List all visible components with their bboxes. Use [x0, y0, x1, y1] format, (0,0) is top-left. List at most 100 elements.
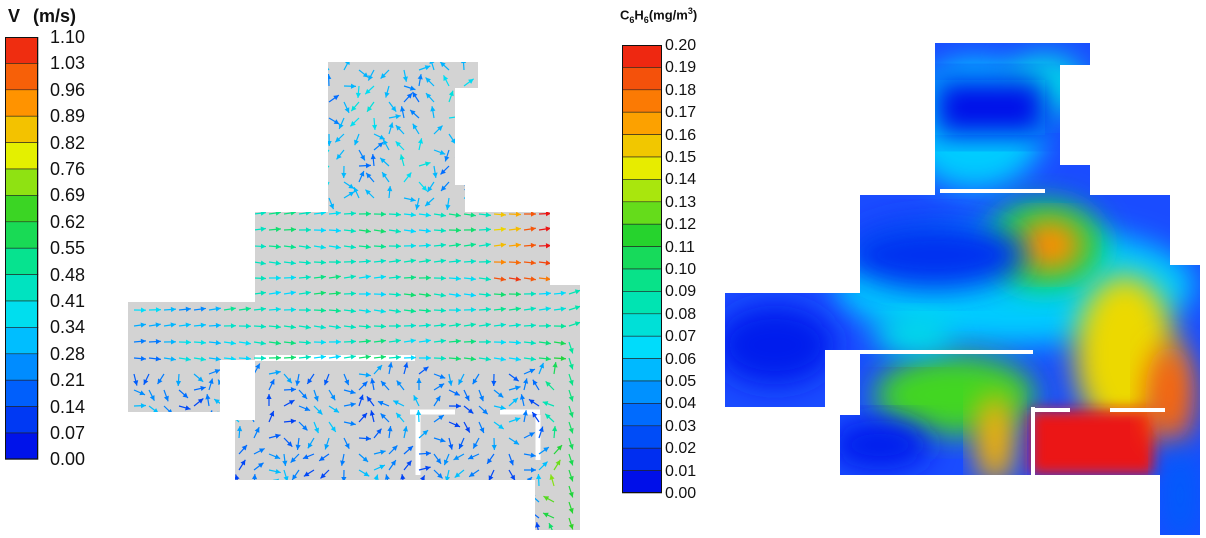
velocity-vector: [538, 155, 547, 167]
velocity-vector: [268, 433, 281, 439]
velocity-vector: [568, 193, 580, 199]
velocity-vector: [493, 517, 506, 523]
velocity-vector: [193, 339, 207, 346]
velocity-vector: [457, 373, 465, 385]
velocity-vector: [433, 469, 444, 479]
velocity-vector: [403, 308, 416, 314]
velocity-vector: [388, 274, 402, 280]
velocity-vector: [343, 373, 350, 386]
colorbar-segment: [622, 335, 662, 359]
velocity-vector: [516, 155, 525, 167]
velocity-vector: [448, 90, 454, 103]
velocity-vector: [547, 107, 555, 119]
velocity-vector: [298, 517, 310, 524]
velocity-vector: [448, 307, 462, 313]
velocity-vector: [424, 197, 435, 207]
velocity-vector: [433, 307, 447, 313]
velocity-vector: [403, 196, 416, 203]
velocity-vector: [538, 276, 551, 282]
velocity-vector: [268, 324, 282, 330]
velocity-vector: [373, 354, 386, 360]
velocity-vector: [268, 340, 281, 346]
velocity-vector: [388, 338, 401, 344]
velocity-vector: [133, 117, 146, 123]
velocity-vector: [493, 485, 500, 498]
velocity-vector: [173, 106, 180, 119]
velocity-vector: [163, 517, 173, 528]
velocity-vector: [343, 514, 356, 520]
colorbar-segment: [622, 380, 662, 404]
velocity-vector: [370, 154, 376, 167]
velocity-vector: [568, 321, 580, 327]
velocity-vector: [203, 133, 210, 146]
colorbar-segment: [5, 327, 39, 355]
velocity-vector: [403, 258, 416, 264]
velocity-vector: [493, 421, 505, 430]
velocity-vector-svg: [128, 62, 580, 538]
velocity-vector: [163, 356, 176, 362]
velocity-vector: [321, 149, 330, 160]
velocity-vector: [264, 122, 270, 135]
velocity-vector: [412, 123, 420, 135]
velocity-vector: [313, 339, 327, 345]
velocity-vector: [522, 410, 528, 423]
velocity-vector: [148, 307, 162, 313]
colorbar-tick-label: 0.02: [665, 440, 697, 458]
velocity-vector: [208, 99, 222, 106]
velocity-vector: [176, 62, 182, 71]
velocity-vector: [311, 534, 316, 538]
colorbar-segment: [5, 353, 39, 381]
velocity-vector: [493, 211, 507, 218]
velocity-vector: [403, 274, 417, 281]
velocity-vector: [223, 243, 237, 249]
velocity-vector: [387, 186, 393, 199]
velocity-vector: [433, 149, 446, 155]
colorbar-segment: [5, 37, 39, 64]
colorbar-tick-label: 0.13: [665, 193, 697, 211]
velocity-vector: [523, 340, 536, 346]
velocity-vector: [523, 98, 536, 104]
velocity-vector: [148, 85, 159, 95]
velocity-vector: [472, 373, 480, 385]
colorbar-tick-label: 0.06: [665, 350, 697, 368]
colorbar-tick-label: 0.07: [50, 423, 86, 443]
velocity-vector: [298, 244, 311, 250]
velocity-vector: [508, 211, 522, 217]
velocity-vector: [268, 260, 281, 266]
velocity-vector: [388, 323, 402, 329]
velocity-vector: [208, 523, 217, 530]
velocity-vector: [238, 69, 244, 82]
velocity-vector: [178, 405, 191, 411]
velocity-vector: [328, 259, 342, 265]
velocity-vector: [523, 431, 535, 439]
velocity-vector: [253, 129, 266, 135]
velocity-vector: [448, 275, 462, 282]
velocity-vector: [130, 469, 136, 482]
velocity-vector: [163, 75, 171, 87]
velocity-vector: [456, 133, 465, 144]
colorbar-segment: [5, 89, 39, 117]
velocity-vector: [208, 75, 216, 87]
velocity-vector: [461, 117, 467, 131]
velocity-vector: [448, 500, 461, 506]
velocity-vector: [343, 244, 356, 250]
velocity-vector: [223, 165, 231, 177]
velocity-vector: [328, 534, 333, 538]
velocity-vector: [178, 226, 192, 232]
velocity-vector: [544, 413, 555, 423]
colorbar-segment: [622, 425, 662, 449]
colorbar-tick-label: 0.28: [50, 343, 86, 364]
colorbar-tick-label: 0.89: [50, 106, 86, 127]
velocity-vector: [440, 529, 446, 530]
velocity-vector: [319, 165, 330, 175]
velocity-vector: [568, 357, 574, 370]
velocity-vector: [568, 305, 580, 311]
velocity-vector: [283, 227, 297, 233]
velocity-vector: [493, 259, 507, 265]
velocity-vector: [178, 276, 191, 282]
velocity-vector: [373, 274, 386, 280]
velocity-vector: [324, 437, 330, 450]
concentration-region: [935, 80, 1045, 135]
colorbar-segment: [622, 111, 662, 135]
velocity-vector: [508, 356, 521, 362]
